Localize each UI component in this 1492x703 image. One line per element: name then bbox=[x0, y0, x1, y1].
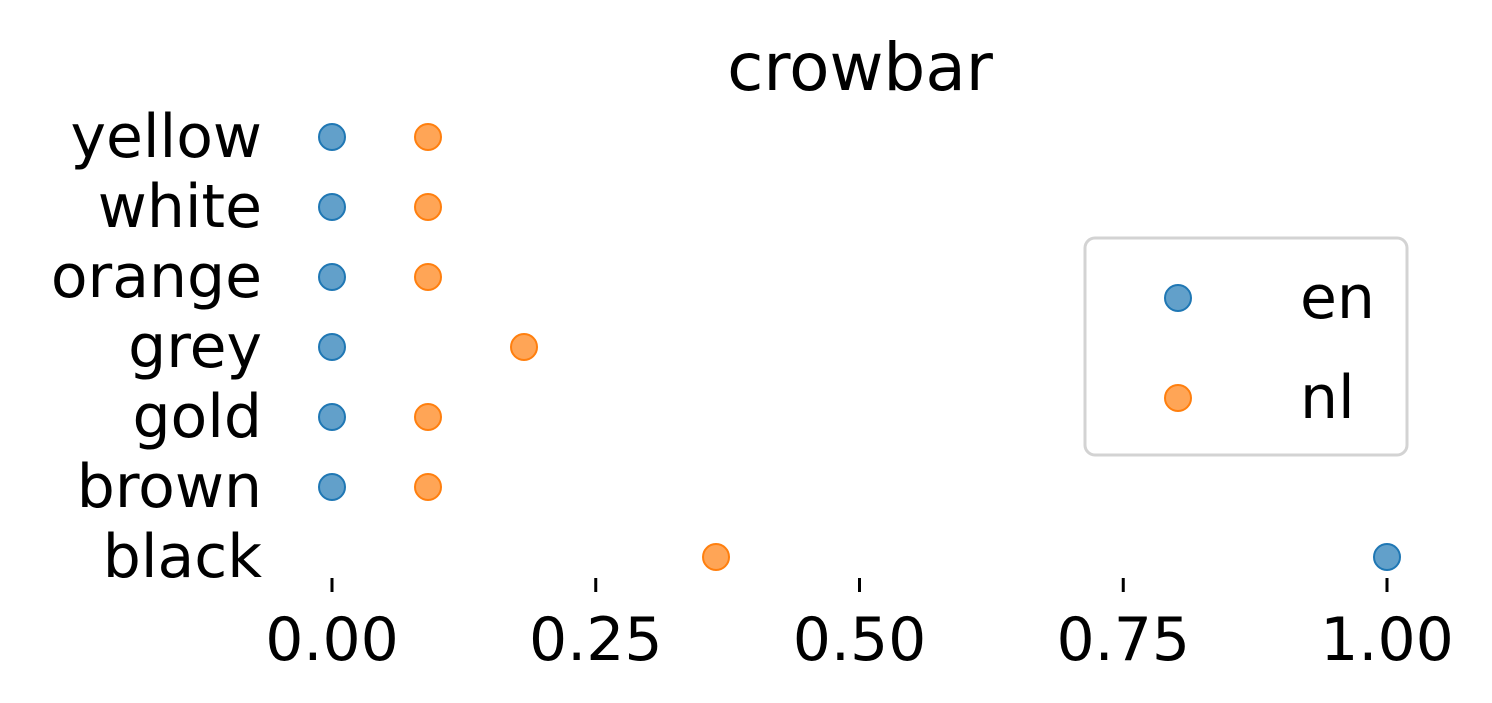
data-point-en bbox=[1373, 543, 1401, 571]
data-point-en bbox=[318, 123, 346, 151]
y-tick-label: grey bbox=[128, 312, 262, 382]
data-point-nl bbox=[414, 193, 443, 221]
legend-marker-nl bbox=[1164, 384, 1192, 412]
data-point-nl bbox=[510, 333, 539, 361]
data-point-en bbox=[318, 403, 346, 431]
y-tick-label: yellow bbox=[70, 102, 262, 172]
y-tick-label: black bbox=[103, 522, 263, 592]
x-tick-label: 0.00 bbox=[265, 605, 399, 675]
data-point-en bbox=[318, 263, 346, 291]
data-point-nl bbox=[414, 263, 443, 291]
data-point-en bbox=[318, 473, 346, 501]
x-tick-label: 0.75 bbox=[1056, 605, 1190, 675]
x-axis: 0.00 0.25 0.50 0.75 1.00 bbox=[265, 578, 1454, 675]
chart-title: crowbar bbox=[727, 29, 994, 106]
y-tick-label: brown bbox=[77, 452, 262, 522]
x-tick-label: 1.00 bbox=[1320, 605, 1454, 675]
data-point-nl bbox=[702, 543, 731, 571]
legend-label: en bbox=[1300, 263, 1375, 333]
data-point-en bbox=[318, 193, 346, 221]
legend-marker-en bbox=[1164, 284, 1192, 312]
y-tick-label: gold bbox=[132, 382, 262, 452]
data-point-en bbox=[318, 333, 346, 361]
x-tick-label: 0.25 bbox=[529, 605, 663, 675]
y-tick-label: orange bbox=[51, 242, 262, 312]
data-point-nl bbox=[414, 473, 443, 501]
legend: en nl bbox=[1083, 236, 1409, 457]
y-tick-label: white bbox=[98, 172, 262, 242]
legend-label: nl bbox=[1300, 363, 1355, 433]
x-tick-label: 0.50 bbox=[793, 605, 927, 675]
data-point-nl bbox=[414, 123, 443, 151]
plot-points bbox=[318, 123, 1401, 571]
data-point-nl bbox=[414, 403, 443, 431]
